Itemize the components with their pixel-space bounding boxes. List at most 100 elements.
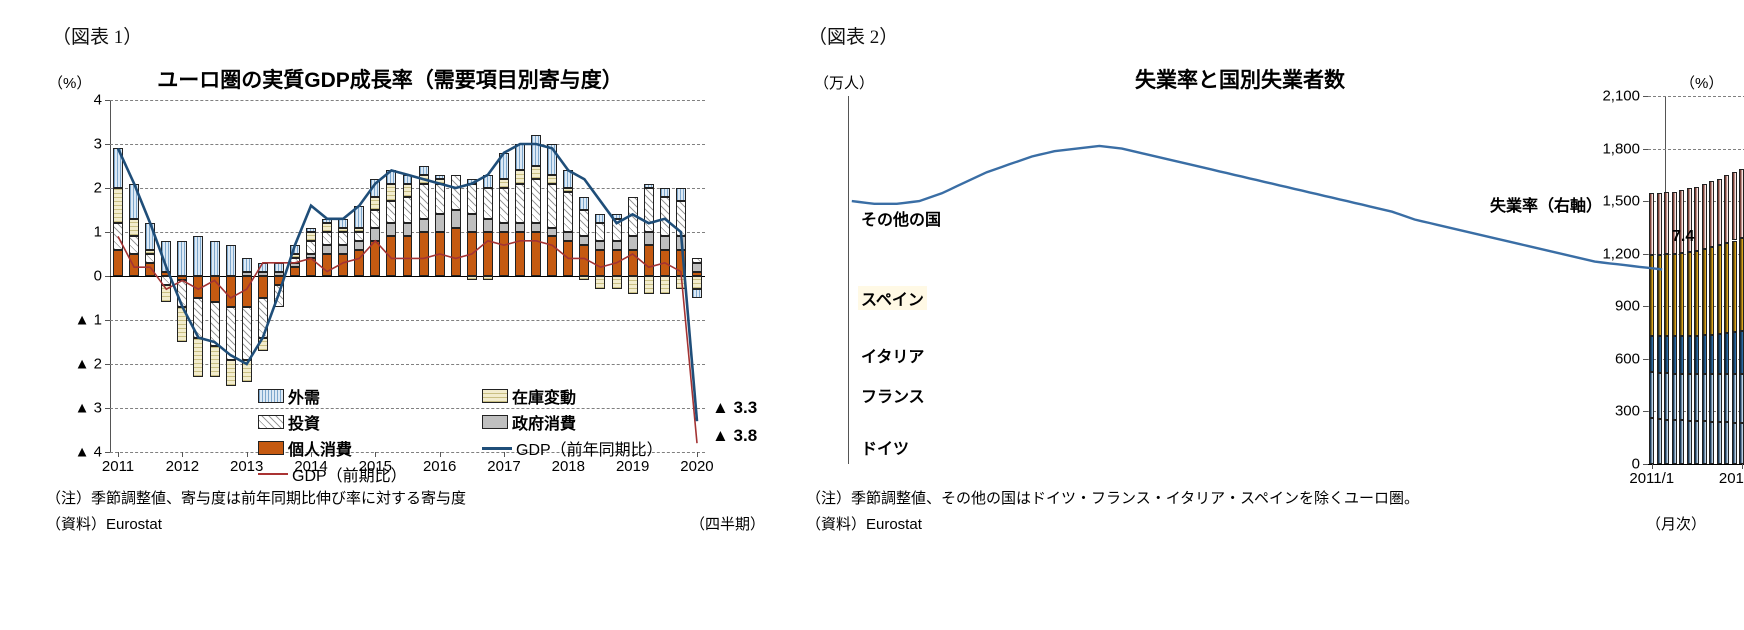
figure-1-lines xyxy=(116,142,699,444)
bar-segment xyxy=(1649,335,1655,372)
y-tick-mark xyxy=(105,364,110,365)
bar-segment xyxy=(418,166,429,175)
bar-segment xyxy=(531,135,542,166)
y-tick-label: 4 xyxy=(93,91,102,109)
bar-segment xyxy=(1694,374,1700,422)
y-tick-mark xyxy=(105,452,110,453)
bar-segment xyxy=(129,218,140,237)
bar-segment xyxy=(531,223,542,232)
bar-segment xyxy=(563,232,574,241)
legend-swatch-private-consumption xyxy=(258,441,284,455)
bar-segment xyxy=(1679,252,1685,337)
bar-segment xyxy=(547,183,558,228)
bar-segment xyxy=(1664,373,1670,420)
bar-segment xyxy=(354,240,365,250)
bar-segment xyxy=(1686,251,1692,337)
bar-segment xyxy=(1656,372,1662,419)
bar-segment xyxy=(1716,334,1722,375)
legend-label-private-consumption: 個人消費 xyxy=(288,442,353,459)
bar-segment xyxy=(659,236,670,250)
bar-column xyxy=(145,100,156,452)
bar-column xyxy=(113,100,124,452)
figure-1-label: （図表 1） xyxy=(52,27,143,48)
bar-segment xyxy=(1716,244,1722,335)
y-tick-mark xyxy=(105,232,110,233)
bar-segment xyxy=(1656,192,1662,255)
bar-column xyxy=(547,100,558,452)
bar-segment xyxy=(579,236,590,246)
bar-segment xyxy=(418,218,429,232)
bar-segment xyxy=(1649,254,1655,336)
bar-column xyxy=(161,100,172,452)
bar-segment xyxy=(1701,335,1707,375)
x-tick-label: 2017 xyxy=(487,458,521,475)
bar-segment xyxy=(482,188,493,219)
gridline xyxy=(110,452,705,453)
bar-segment xyxy=(1671,336,1677,374)
bar-segment xyxy=(209,302,220,347)
y-tick-label: 1 xyxy=(93,223,102,241)
bar-segment xyxy=(1664,254,1670,337)
legend-line-gdp-yoy xyxy=(482,446,512,450)
x-tick-mark xyxy=(439,452,441,457)
bar-column xyxy=(370,100,381,452)
bar-segment xyxy=(1724,242,1730,334)
bar-segment xyxy=(611,218,622,241)
bar-segment xyxy=(595,240,606,250)
bar-segment xyxy=(1671,254,1677,337)
bar-column xyxy=(338,100,349,452)
figure-2-line-end-value: 7.4 xyxy=(1672,228,1695,245)
figure-2-x-unit: （月次） xyxy=(1646,516,1707,533)
x-tick-label: 2012/1 xyxy=(1718,470,1744,487)
x-tick-mark xyxy=(1741,464,1743,469)
bar-segment xyxy=(161,271,172,276)
x-tick-mark xyxy=(375,452,377,457)
bar-segment xyxy=(579,210,590,237)
x-tick-mark xyxy=(311,452,312,457)
bar-segment xyxy=(322,232,333,246)
figure-1-x-unit: （四半期） xyxy=(690,516,766,533)
legend-swatch-inventory xyxy=(482,389,508,403)
bar-segment xyxy=(306,240,316,254)
bar-segment xyxy=(338,232,349,246)
x-tick-mark xyxy=(503,452,505,457)
bar-column xyxy=(450,100,461,452)
y-tick-label-left: 1,800 xyxy=(1602,140,1640,158)
legend-label-gaiju: 外需 xyxy=(288,390,321,407)
gridline xyxy=(110,276,705,277)
bar-segment xyxy=(161,284,172,303)
y-tick-label-left: 300 xyxy=(1614,402,1640,420)
bar-column xyxy=(643,100,654,452)
bar-segment xyxy=(322,254,333,276)
bar-segment xyxy=(1701,248,1707,336)
legend-label-gov-consumption: 政府消費 xyxy=(512,416,577,433)
bar-segment xyxy=(402,196,413,224)
bar-segment xyxy=(225,306,236,360)
bar-segment xyxy=(1731,422,1737,464)
bar-segment xyxy=(515,232,526,276)
bar-segment xyxy=(595,223,606,241)
bar-column xyxy=(515,100,526,452)
x-tick-mark xyxy=(118,452,120,457)
bar-segment xyxy=(675,188,686,202)
bar-column xyxy=(257,100,268,452)
bar-segment xyxy=(563,192,574,232)
y-tick-label-left: 1,200 xyxy=(1602,245,1640,263)
bar-segment xyxy=(1694,421,1700,464)
bar-segment xyxy=(1679,420,1685,464)
unemployment-rate-line xyxy=(851,144,1663,271)
bar-segment xyxy=(145,254,156,263)
bar-segment xyxy=(306,232,316,241)
x-tick-mark xyxy=(182,452,184,457)
gridline xyxy=(110,100,705,101)
bar-segment xyxy=(434,214,445,232)
y-tick-mark-left xyxy=(1643,201,1648,203)
bar-segment xyxy=(595,214,606,224)
line-gdp-qoq xyxy=(117,236,698,444)
bar-segment xyxy=(193,236,204,276)
bar-segment xyxy=(531,166,542,180)
y-tick-mark-left xyxy=(1643,96,1648,97)
bar-segment xyxy=(691,262,702,272)
x-tick-mark xyxy=(696,452,698,457)
